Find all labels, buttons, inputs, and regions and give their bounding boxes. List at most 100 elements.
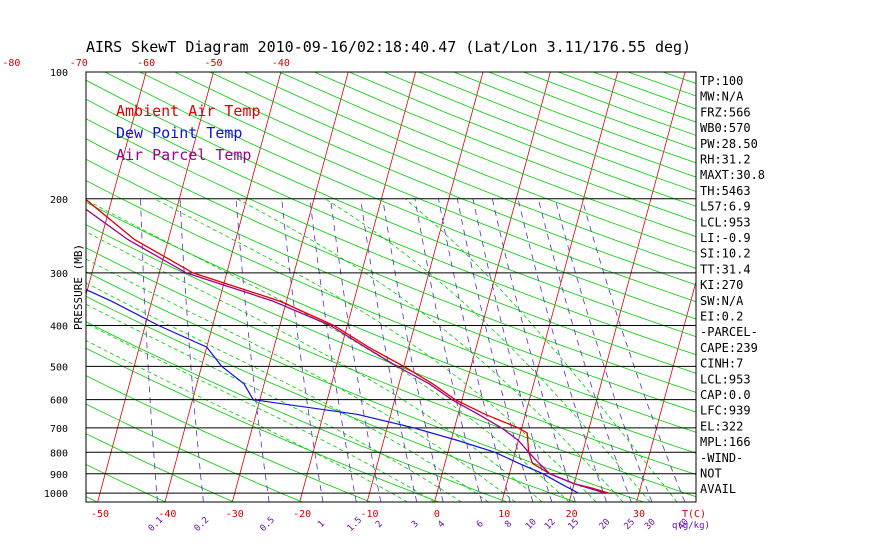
moist-adiabat-line [86, 231, 543, 502]
mixing-ratio-line [382, 198, 444, 502]
stat-item: CAPE:239 [700, 341, 758, 355]
mixing-ratio-tick-label: 0.5 [258, 515, 277, 534]
mixing-ratio-tick-label: 30 [643, 517, 658, 532]
stat-item: AVAIL [700, 482, 736, 496]
isotherm-line [771, 72, 870, 502]
stat-item: RH:31.2 [700, 153, 751, 167]
mixing-ratio-line [309, 198, 357, 502]
moist-adiabat-line [86, 258, 516, 502]
dry-adiabat-line [86, 433, 234, 502]
mixing-ratio-tick-label: 10 [524, 517, 539, 532]
isotherm-line [86, 72, 147, 297]
stat-item: CAP:0.0 [700, 388, 751, 402]
dry-adiabat-line [86, 403, 303, 502]
mixing-ratio-line [330, 198, 382, 502]
stat-item: -PARCEL- [700, 325, 758, 339]
y-axis-label: PRESSURE (MB) [72, 244, 85, 330]
mixing-ratio-tick-label: 8 [503, 519, 514, 530]
moist-adiabat-line [405, 198, 678, 502]
dew-point-temp-line [86, 288, 579, 494]
mixing-ratio-tick-label: 2 [374, 519, 385, 530]
isotherm-line [299, 72, 416, 502]
dry-adiabat-line [209, 72, 696, 269]
mixing-ratio-line [414, 198, 483, 502]
moist-adiabat-line [86, 322, 435, 502]
stat-item: FRZ:566 [700, 105, 751, 119]
mixing-ratio-tick-label: 1 [316, 519, 327, 530]
pressure-tick-label: 500 [50, 362, 68, 373]
dry-adiabat-line [314, 72, 696, 222]
chart-title: AIRS SkewT Diagram 2010-09-16/02:18:40.4… [86, 38, 691, 56]
dry-adiabat-line [662, 72, 696, 84]
top-temp-tick-labels: -120-110-100-90-80-70-60-50-40 [2, 58, 290, 69]
pressure-tick-label: 800 [50, 448, 68, 459]
mixing-ratio-line [438, 198, 511, 502]
top-temp-tick-label: -60 [137, 58, 155, 69]
top-temp-tick-label: -70 [70, 58, 88, 69]
dry-adiabat-line [86, 464, 166, 502]
mixing-ratio-line [456, 198, 534, 502]
stat-item: KI:270 [700, 278, 743, 292]
mixing-ratio-tick-label: 3 [410, 519, 421, 530]
mixing-ratio-tick-label: 4 [436, 519, 447, 530]
dry-adiabat-line [279, 72, 696, 238]
stat-item: CINH:7 [700, 357, 743, 371]
dry-adiabat-line [86, 375, 371, 502]
mixing-ratio-tick-label: 20 [598, 517, 613, 532]
dry-adiabat-line [418, 72, 696, 178]
isotherm-line [231, 72, 349, 502]
pressure-tick-label: 900 [50, 470, 68, 481]
stat-item: LFC:939 [700, 404, 751, 418]
dry-adiabat-line [86, 138, 696, 393]
stat-item: WB0:570 [700, 121, 751, 135]
dry-adiabat-line [174, 72, 696, 286]
stat-item: LCL:953 [700, 215, 751, 229]
legend-air-parcel-temp: Air Parcel Temp [116, 146, 251, 164]
top-temp-tick-label: -80 [2, 58, 20, 69]
top-temp-tick-label: -40 [272, 58, 290, 69]
isotherm-line [164, 72, 282, 502]
mixing-ratio-tick-label: 6 [475, 519, 486, 530]
moist-adiabat-line [324, 198, 651, 502]
stat-item: SI:10.2 [700, 247, 751, 261]
mixing-ratio-unit-label: q(g/kg) [672, 521, 710, 531]
mixing-ratio-line [360, 198, 418, 502]
isotherm-line [839, 72, 870, 502]
pressure-tick-label: 400 [50, 322, 68, 333]
isotherm-line [366, 72, 484, 502]
ambient-air-temp-line [86, 198, 609, 494]
dry-adiabat-line [244, 72, 696, 253]
bottom-temp-tick-label: 30 [633, 509, 645, 520]
dry-adiabat-line [86, 347, 439, 502]
pressure-tick-label: 700 [50, 424, 68, 435]
stat-item: L57:6.9 [700, 200, 751, 214]
stat-item: MPL:166 [700, 435, 751, 449]
pressure-tick-label: 300 [50, 269, 68, 280]
dry-adiabat-line [523, 72, 696, 136]
stat-item: LI:-0.9 [700, 231, 751, 245]
dry-adiabat-line [86, 118, 696, 374]
mixing-ratio-line [140, 198, 158, 502]
moist-adiabat-line [86, 303, 462, 502]
legend-ambient-air-temp: Ambient Air Temp [116, 102, 261, 120]
legend: Ambient Air Temp Dew Point Temp Air Parc… [116, 102, 261, 164]
series-lines [86, 198, 609, 494]
stat-item: TT:31.4 [700, 262, 751, 276]
bottom-temp-tick-label: -50 [91, 509, 109, 520]
bottom-temp-tick-label: 0 [434, 509, 440, 520]
stat-item: SW:N/A [700, 294, 744, 308]
dry-adiabat-line [86, 98, 696, 356]
dry-adiabat-line [86, 180, 696, 433]
bottom-temp-tick-label: 10 [498, 509, 510, 520]
dry-adiabat-line [86, 158, 696, 413]
bottom-temp-tick-label: -40 [158, 509, 176, 520]
legend-dew-point-temp: Dew Point Temp [116, 124, 242, 142]
bottom-temp-tick-label: -10 [360, 509, 378, 520]
stat-item: EI:0.2 [700, 310, 743, 324]
dry-adiabat-line [86, 271, 644, 502]
isotherm-line [568, 72, 686, 502]
isotherm-line [0, 72, 79, 502]
dry-adiabat-line [0, 72, 29, 502]
